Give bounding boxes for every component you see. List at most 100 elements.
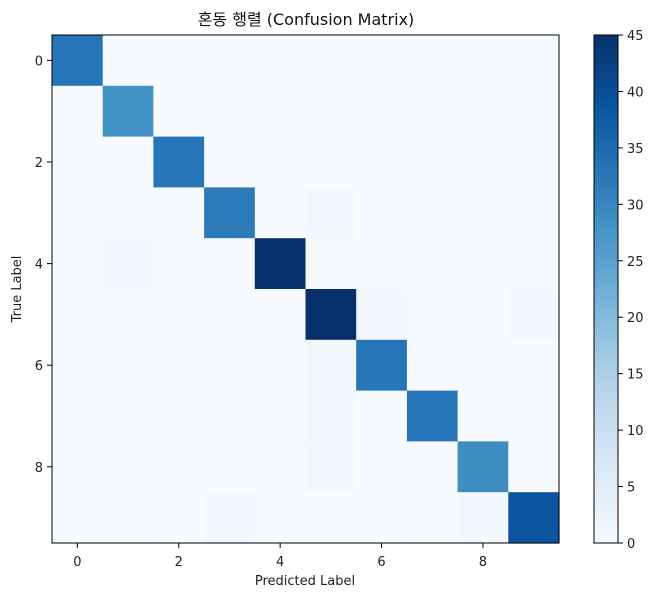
- x-tick-label: 6: [377, 555, 385, 570]
- heatmap-cell: [254, 492, 307, 544]
- x-tick-label: 8: [479, 555, 487, 570]
- heatmap-cell: [406, 35, 459, 87]
- colorbar-tick-label: 30: [627, 198, 644, 213]
- colorbar-tick-label: 20: [627, 311, 644, 326]
- heatmap-cell: [406, 187, 459, 239]
- heatmap-cells: [52, 35, 560, 544]
- heatmap-cell: [102, 85, 154, 138]
- heatmap-cell: [508, 441, 560, 493]
- colorbar-tick-label: 10: [627, 424, 644, 439]
- heatmap-cell: [204, 238, 256, 290]
- x-axis-label: Predicted Label: [255, 574, 355, 589]
- heatmap-cell: [508, 187, 560, 239]
- heatmap-cell: [254, 136, 307, 188]
- heatmap-cell: [406, 492, 459, 544]
- heatmap-cell: [153, 339, 205, 392]
- heatmap-cell: [305, 136, 357, 188]
- heatmap-cell: [356, 187, 408, 239]
- heatmap-cell: [204, 85, 256, 138]
- heatmap-cell: [204, 187, 256, 239]
- heatmap-cell: [52, 390, 104, 442]
- heatmap-cell: [52, 136, 104, 188]
- heatmap-cell: [153, 238, 205, 290]
- heatmap-cell: [406, 339, 459, 392]
- heatmap-cell: [356, 238, 408, 290]
- colorbar-tick-label: 35: [627, 142, 644, 157]
- heatmap-cell: [153, 441, 205, 493]
- heatmap-cell: [406, 85, 459, 138]
- heatmap-cell: [153, 35, 205, 87]
- heatmap-cell: [508, 35, 560, 87]
- heatmap-cell: [153, 390, 205, 442]
- heatmap-cell: [102, 238, 154, 290]
- heatmap-cell: [508, 85, 560, 138]
- heatmap-cell: [153, 492, 205, 544]
- heatmap-cell: [102, 339, 154, 392]
- heatmap-cell: [102, 492, 154, 544]
- heatmap-cell: [406, 136, 459, 188]
- colorbar-tick-label: 25: [627, 255, 644, 270]
- heatmap-cell: [457, 289, 509, 341]
- y-tick-label: 4: [35, 258, 43, 273]
- heatmap-cell: [305, 441, 357, 493]
- plot-frame: [51, 34, 560, 544]
- heatmap-cell: [406, 238, 459, 290]
- heatmap-cell: [52, 339, 104, 392]
- x-axis-ticks: 0 2 4 6 8: [73, 543, 487, 570]
- heatmap-cell: [204, 492, 256, 544]
- heatmap-cell: [406, 289, 459, 341]
- heatmap-cell: [356, 85, 408, 138]
- heatmap-cell: [305, 238, 357, 290]
- heatmap-cell: [254, 390, 307, 442]
- heatmap-cell: [254, 289, 307, 341]
- heatmap-cell: [102, 441, 154, 493]
- heatmap-cell: [52, 35, 104, 87]
- y-axis-ticks: 0 2 4 6 8: [35, 54, 52, 476]
- heatmap-cell: [305, 492, 357, 544]
- heatmap-cell: [356, 35, 408, 87]
- heatmap-cell: [457, 492, 509, 544]
- y-tick-label: 2: [35, 156, 43, 171]
- heatmap-cell: [457, 187, 509, 239]
- heatmap-cell: [305, 187, 357, 239]
- heatmap-cell: [254, 35, 307, 87]
- heatmap-cell: [52, 187, 104, 239]
- heatmap-cell: [52, 85, 104, 138]
- heatmap-cell: [204, 441, 256, 493]
- heatmap-cell: [356, 289, 408, 341]
- heatmap-cell: [153, 85, 205, 138]
- heatmap-cell: [457, 238, 509, 290]
- heatmap-cell: [52, 289, 104, 341]
- heatmap-cell: [508, 238, 560, 290]
- heatmap-cell: [457, 35, 509, 87]
- heatmap-cell: [406, 441, 459, 493]
- heatmap-cell: [356, 339, 408, 392]
- y-tick-label: 8: [35, 461, 43, 476]
- heatmap-cell: [204, 289, 256, 341]
- heatmap-cell: [406, 390, 459, 442]
- colorbar-tick-label: 15: [627, 368, 644, 383]
- colorbar-tick-label: 45: [627, 29, 644, 44]
- heatmap-cell: [457, 136, 509, 188]
- heatmap-cell: [204, 390, 256, 442]
- heatmap-cell: [153, 187, 205, 239]
- heatmap-cell: [305, 339, 357, 392]
- heatmap-cell: [254, 85, 307, 138]
- x-tick-label: 4: [276, 555, 284, 570]
- heatmap-cell: [102, 187, 154, 239]
- x-tick-label: 0: [73, 555, 81, 570]
- heatmap-cell: [508, 289, 560, 341]
- heatmap-cell: [508, 136, 560, 188]
- heatmap-cell: [102, 289, 154, 341]
- heatmap-cell: [204, 136, 256, 188]
- chart-title: 혼동 행렬 (Confusion Matrix): [198, 10, 415, 29]
- heatmap-cell: [52, 441, 104, 493]
- heatmap-cell: [254, 187, 307, 239]
- heatmap-cell: [356, 492, 408, 544]
- heatmap-cell: [305, 35, 357, 87]
- heatmap-cell: [305, 390, 357, 442]
- colorbar-ticks: 0 5 10 15 20 25 30 35 40 45: [618, 29, 644, 552]
- heatmap-cell: [204, 35, 256, 87]
- heatmap-cell: [254, 441, 307, 493]
